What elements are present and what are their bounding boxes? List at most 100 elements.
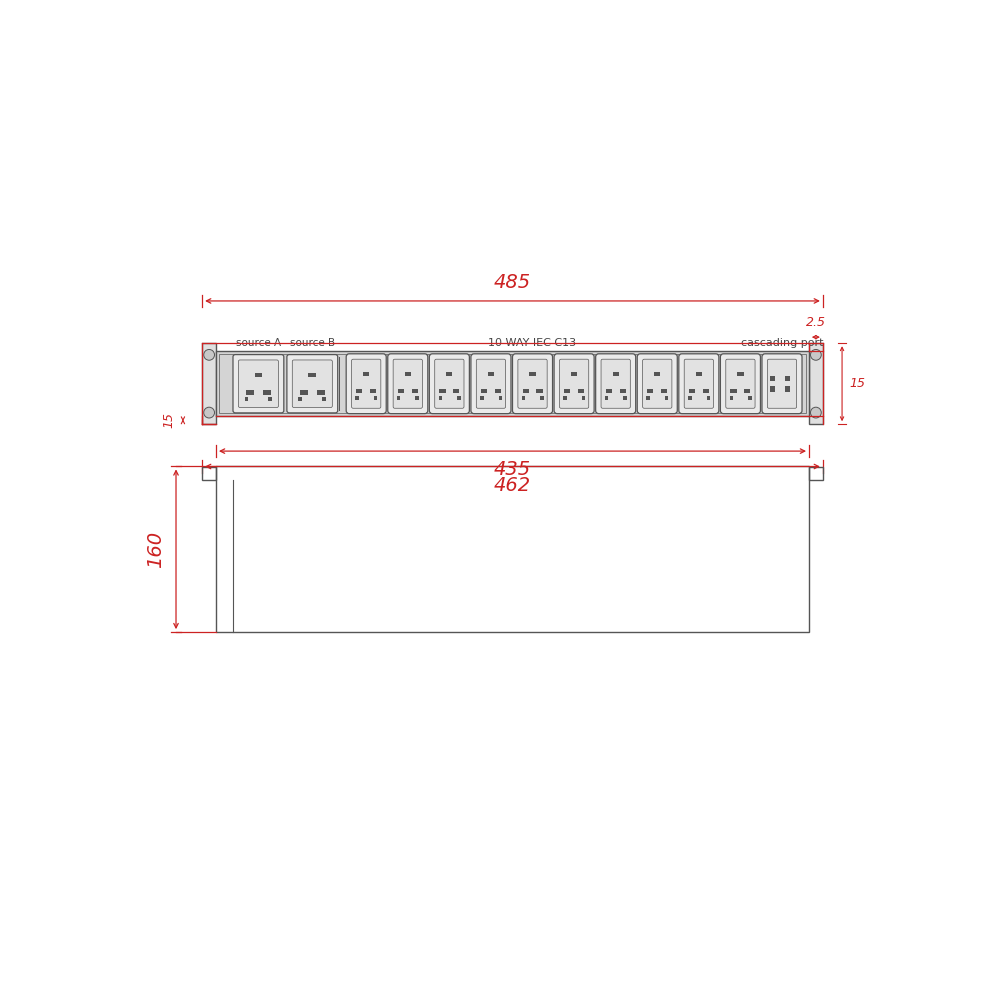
Bar (397, 396, 400, 400)
Bar (216, 351, 809, 416)
Bar (412, 389, 418, 393)
Bar (202, 466, 216, 480)
Bar (255, 373, 262, 377)
Bar (370, 389, 376, 393)
Bar (308, 373, 316, 377)
FancyBboxPatch shape (643, 359, 672, 408)
FancyBboxPatch shape (292, 360, 332, 407)
Bar (564, 389, 570, 393)
Bar (540, 396, 544, 400)
Bar (809, 343, 823, 424)
Bar (263, 390, 271, 395)
FancyBboxPatch shape (767, 359, 797, 408)
FancyBboxPatch shape (233, 355, 284, 413)
Bar (398, 389, 404, 393)
Text: 10-WAY IEC C13: 10-WAY IEC C13 (488, 338, 577, 348)
Bar (696, 372, 702, 376)
Text: 2.5: 2.5 (806, 316, 826, 329)
Bar (219, 354, 806, 413)
Bar (453, 389, 459, 393)
Bar (495, 389, 501, 393)
FancyBboxPatch shape (726, 359, 755, 408)
Bar (374, 396, 377, 400)
FancyBboxPatch shape (393, 359, 422, 408)
FancyBboxPatch shape (238, 360, 278, 407)
FancyBboxPatch shape (554, 354, 594, 414)
Bar (654, 372, 660, 376)
Text: 462: 462 (494, 476, 531, 495)
Bar (363, 372, 369, 376)
Bar (216, 466, 809, 632)
FancyBboxPatch shape (720, 354, 760, 414)
Text: 15: 15 (850, 377, 866, 390)
Bar (446, 372, 452, 376)
Bar (730, 396, 733, 400)
FancyBboxPatch shape (684, 359, 713, 408)
Circle shape (204, 349, 215, 360)
Bar (623, 396, 627, 400)
FancyBboxPatch shape (559, 359, 589, 408)
Bar (529, 372, 536, 376)
Bar (748, 396, 752, 400)
FancyBboxPatch shape (476, 359, 506, 408)
Bar (536, 389, 543, 393)
Bar (785, 376, 790, 381)
Bar (480, 396, 484, 400)
Bar (481, 389, 487, 393)
Bar (647, 389, 653, 393)
FancyBboxPatch shape (388, 354, 428, 414)
FancyBboxPatch shape (471, 354, 511, 414)
Circle shape (810, 349, 821, 360)
Bar (809, 466, 823, 480)
Bar (785, 386, 790, 392)
Bar (245, 397, 248, 401)
Bar (582, 396, 585, 400)
Bar (355, 396, 359, 400)
Bar (268, 397, 272, 401)
FancyBboxPatch shape (518, 359, 547, 408)
Bar (298, 397, 302, 401)
Bar (737, 372, 744, 376)
Text: source A: source A (236, 338, 281, 348)
Bar (620, 389, 626, 393)
Bar (571, 372, 577, 376)
Bar (405, 372, 411, 376)
Bar (488, 372, 494, 376)
Text: 160: 160 (146, 531, 165, 568)
Bar (744, 389, 750, 393)
Bar (300, 390, 308, 395)
Bar (439, 396, 442, 400)
Bar (415, 396, 419, 400)
Bar (356, 389, 362, 393)
Bar (730, 389, 737, 393)
Bar (439, 389, 446, 393)
Bar (605, 396, 608, 400)
Bar (202, 343, 216, 424)
Bar (322, 397, 326, 401)
FancyBboxPatch shape (601, 359, 630, 408)
Circle shape (204, 407, 215, 418)
FancyBboxPatch shape (429, 354, 469, 414)
FancyBboxPatch shape (637, 354, 677, 414)
FancyBboxPatch shape (346, 354, 386, 414)
Text: 435: 435 (494, 460, 531, 479)
Bar (688, 396, 692, 400)
Bar (646, 396, 650, 400)
FancyBboxPatch shape (287, 355, 338, 413)
Bar (246, 390, 254, 395)
FancyBboxPatch shape (435, 359, 464, 408)
FancyBboxPatch shape (512, 354, 553, 414)
Bar (317, 390, 325, 395)
Bar (606, 389, 612, 393)
Text: cascading port: cascading port (741, 338, 823, 348)
Bar (563, 396, 567, 400)
Bar (689, 389, 695, 393)
Bar (457, 396, 461, 400)
Bar (523, 389, 529, 393)
Bar (703, 389, 709, 393)
Bar (661, 389, 667, 393)
FancyBboxPatch shape (679, 354, 719, 414)
FancyBboxPatch shape (352, 359, 381, 408)
FancyBboxPatch shape (762, 354, 802, 414)
Circle shape (810, 407, 821, 418)
